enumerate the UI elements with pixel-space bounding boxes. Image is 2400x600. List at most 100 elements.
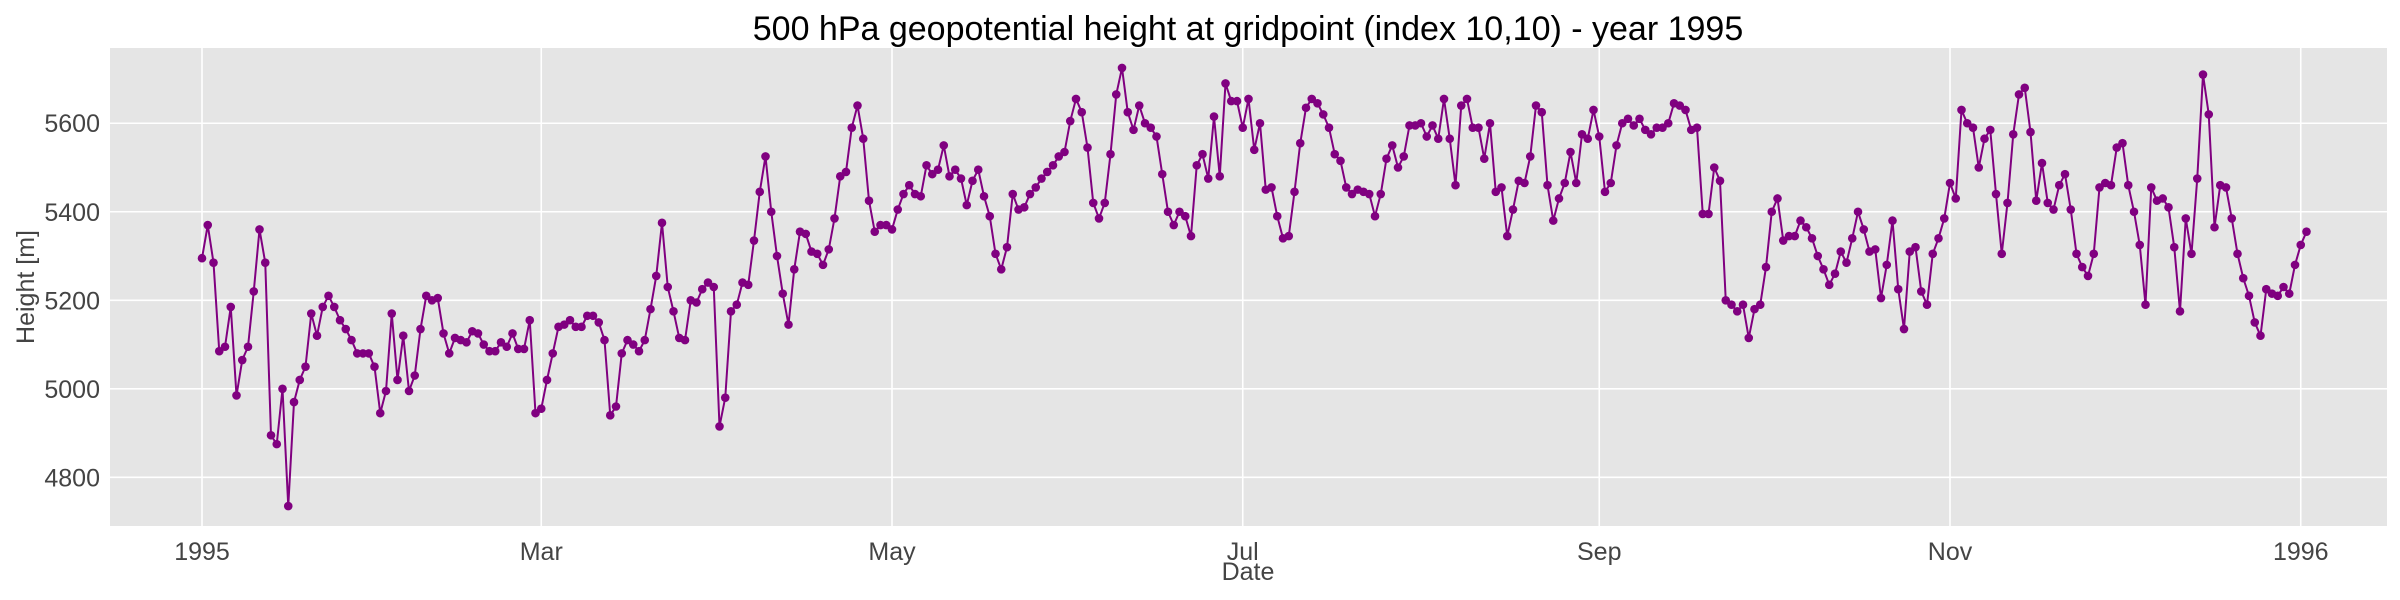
data-point <box>755 187 765 197</box>
data-point <box>393 375 402 385</box>
data-point <box>1951 194 1961 203</box>
data-point <box>1980 134 1989 144</box>
data-point <box>1031 183 1041 192</box>
data-point <box>2072 249 2081 259</box>
data-point <box>1997 249 2007 259</box>
data-point <box>1934 234 1943 243</box>
data-point <box>473 329 483 338</box>
data-point <box>1048 160 1058 170</box>
data-point <box>542 375 552 385</box>
data-point <box>1807 234 1817 243</box>
data-point <box>404 386 414 396</box>
data-point <box>726 307 736 316</box>
data-point <box>634 346 644 356</box>
data-point <box>1157 169 1167 179</box>
data-point <box>232 391 241 400</box>
data-point <box>1439 94 1449 104</box>
x-tick-label: Mar <box>520 538 563 566</box>
data-point <box>1479 154 1489 163</box>
data-point <box>2118 138 2127 148</box>
data-point <box>278 384 287 394</box>
data-point <box>203 220 213 230</box>
data-point <box>1336 156 1345 166</box>
data-point <box>1169 220 1179 230</box>
data-point <box>996 265 1006 274</box>
data-point <box>1681 105 1690 115</box>
data-point <box>841 167 851 177</box>
data-point <box>548 349 558 358</box>
data-point <box>1554 194 1564 203</box>
y-axis-ticks: 4800 5000 5200 5400 5600 <box>44 110 100 492</box>
data-point <box>1313 99 1322 108</box>
data-point <box>1330 149 1340 159</box>
data-point <box>1376 189 1386 199</box>
data-point <box>2210 222 2219 232</box>
data-point <box>381 386 391 396</box>
data-point <box>1525 152 1535 161</box>
data-point <box>1416 118 1426 128</box>
data-point <box>1520 178 1529 188</box>
data-point <box>2123 180 2133 190</box>
data-point <box>1882 260 1892 270</box>
data-point <box>370 362 379 371</box>
data-point <box>1945 178 1955 188</box>
data-point <box>887 225 897 234</box>
data-point <box>398 331 408 340</box>
data-point <box>1094 214 1104 223</box>
data-point <box>732 300 742 310</box>
data-point <box>1451 180 1460 190</box>
data-point <box>1485 118 1495 128</box>
data-point <box>1244 94 1253 104</box>
data-point <box>1152 132 1161 141</box>
data-point <box>864 196 874 205</box>
data-point <box>922 160 931 170</box>
data-point <box>209 258 218 267</box>
data-point <box>2031 196 2041 205</box>
data-point <box>1502 231 1512 241</box>
data-point <box>2020 83 2030 93</box>
data-point <box>956 174 966 183</box>
y-tick-label: 4800 <box>44 464 100 492</box>
data-point <box>2192 174 2202 183</box>
data-point <box>2284 289 2294 298</box>
data-point <box>904 180 914 190</box>
data-point <box>2221 183 2231 192</box>
data-point <box>2244 291 2254 301</box>
data-point <box>1566 147 1575 157</box>
data-point <box>2169 242 2179 252</box>
data-point <box>2141 300 2150 310</box>
x-tick-label: May <box>868 538 916 566</box>
data-point <box>600 335 609 345</box>
data-point <box>1548 216 1558 225</box>
data-point <box>991 249 1000 259</box>
data-point <box>830 214 839 223</box>
data-point <box>2227 214 2237 223</box>
data-point <box>1433 134 1443 144</box>
data-point <box>1985 125 1995 135</box>
data-point <box>1543 180 1552 190</box>
data-point <box>1968 123 1978 132</box>
data-point <box>1709 163 1719 172</box>
data-point <box>2204 110 2214 119</box>
data-point <box>490 346 500 356</box>
data-point <box>1531 101 1541 110</box>
data-point <box>1232 96 1242 106</box>
data-point <box>1019 203 1029 212</box>
data-point <box>1744 333 1754 343</box>
data-point <box>220 342 230 352</box>
data-point <box>1767 207 1777 217</box>
data-point <box>2008 130 2018 139</box>
data-point <box>1221 79 1230 88</box>
data-point <box>985 211 995 221</box>
x-axis-ticks: 1995 Mar May Jul Sep Nov 1996 <box>174 538 2328 566</box>
data-point <box>1088 198 1098 208</box>
data-point <box>2279 282 2288 292</box>
data-point <box>1859 225 1869 234</box>
data-point <box>1318 110 1328 119</box>
data-point <box>761 152 770 161</box>
data-point <box>1497 183 1506 192</box>
data-point <box>1911 242 1920 252</box>
data-point <box>197 253 207 263</box>
data-point <box>933 165 943 175</box>
data-point <box>973 165 983 175</box>
